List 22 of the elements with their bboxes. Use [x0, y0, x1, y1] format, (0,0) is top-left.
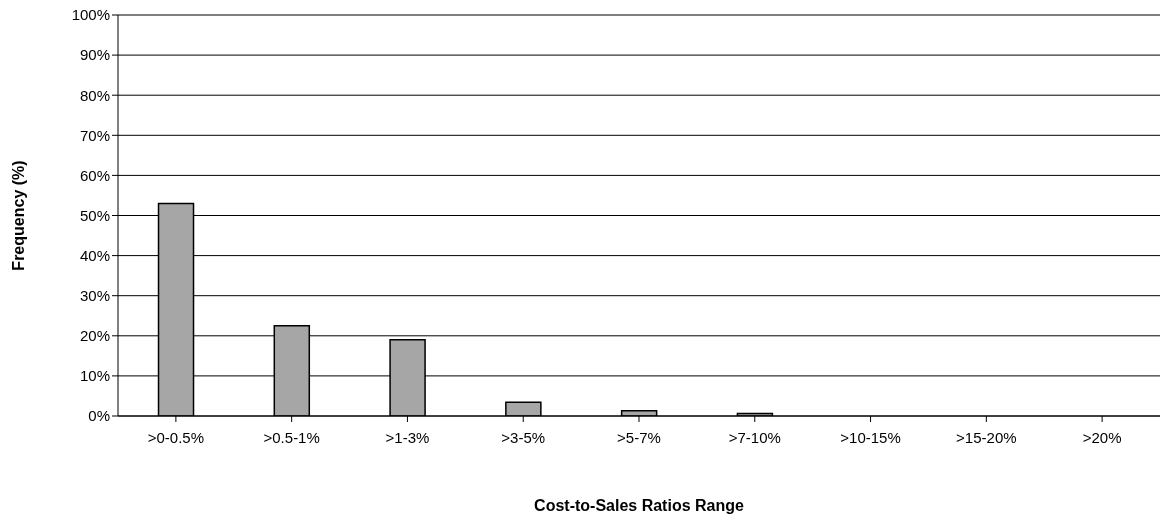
y-axis-title: Frequency (%)	[9, 160, 27, 271]
x-tick-label: >1-3%	[385, 428, 430, 446]
x-tick-label: >10-15%	[840, 428, 901, 446]
y-tick-label: 0%	[88, 407, 110, 425]
y-tick-label: 50%	[79, 206, 110, 224]
x-tick-label: >15-20%	[956, 428, 1017, 446]
y-tick-label: 40%	[79, 246, 110, 264]
y-tick-label: 30%	[79, 287, 110, 305]
x-tick-label: >20%	[1082, 428, 1122, 446]
y-tick-label: 90%	[79, 46, 110, 64]
x-tick-label: >7-10%	[728, 428, 781, 446]
x-tick-label: >0.5-1%	[263, 428, 320, 446]
x-tick-label: >5-7%	[617, 428, 661, 446]
y-tick-label: 10%	[79, 367, 110, 385]
x-tick-label: >0-0.5%	[147, 428, 205, 446]
y-tick-label: 20%	[79, 327, 110, 345]
x-tick-label: >3-5%	[501, 428, 546, 446]
y-tick-label: 80%	[79, 86, 110, 104]
y-tick-label: 60%	[79, 166, 110, 184]
y-tick-label: 70%	[79, 126, 110, 144]
y-tick-label: 100%	[71, 6, 110, 24]
x-axis-title: Cost-to-Sales Ratios Range	[534, 497, 745, 514]
